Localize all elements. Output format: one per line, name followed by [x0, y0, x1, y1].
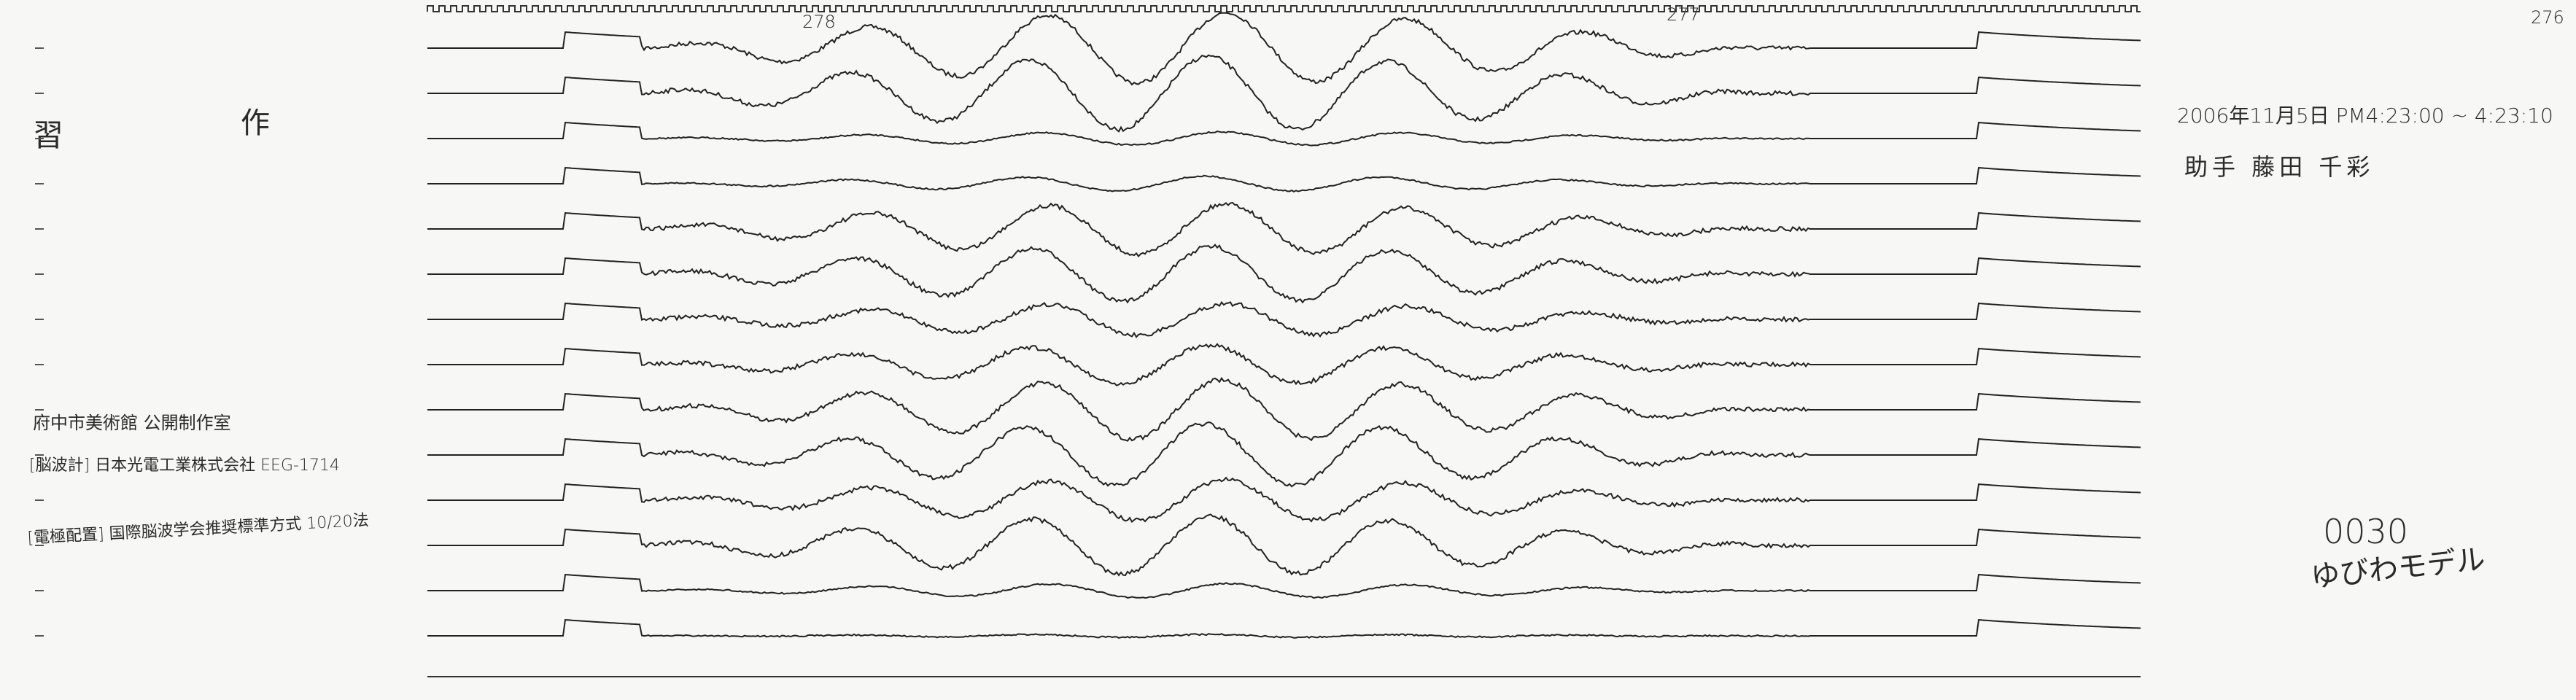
trace — [427, 201, 2141, 258]
marker-line — [427, 5, 2141, 12]
trace — [427, 343, 2141, 386]
note: [脳波計] 日本光電工業株式会社 EEG-1714 — [29, 456, 340, 475]
code: 0030 — [2323, 512, 2408, 551]
sheet-mark: 277 — [1667, 4, 1700, 25]
title-char: 習 — [33, 117, 63, 153]
trace — [427, 166, 2141, 193]
trace — [427, 476, 2141, 524]
sheet-mark: 278 — [802, 12, 836, 32]
trace — [427, 618, 2141, 639]
assistant: 助手 藤田 千彩 — [2184, 153, 2374, 181]
page-number: 276 — [2531, 7, 2564, 28]
title-char: 作 — [241, 106, 270, 140]
trace — [427, 121, 2141, 147]
trace — [427, 300, 2141, 338]
note: [電極配置] 国際脳波学会推奨標準方式 10/20法 — [27, 512, 369, 548]
trace — [427, 513, 2141, 577]
trace — [427, 244, 2141, 304]
datetime: 2006年11月5日 PM4:23:00 ~ 4:23:10 — [2177, 104, 2553, 128]
trace — [427, 54, 2141, 133]
trace — [427, 421, 2141, 488]
trace — [427, 376, 2141, 442]
note: 府中市美術館 公開制作室 — [33, 413, 231, 433]
traces — [35, 5, 2141, 677]
trace — [427, 573, 2141, 599]
trace — [427, 12, 2141, 86]
